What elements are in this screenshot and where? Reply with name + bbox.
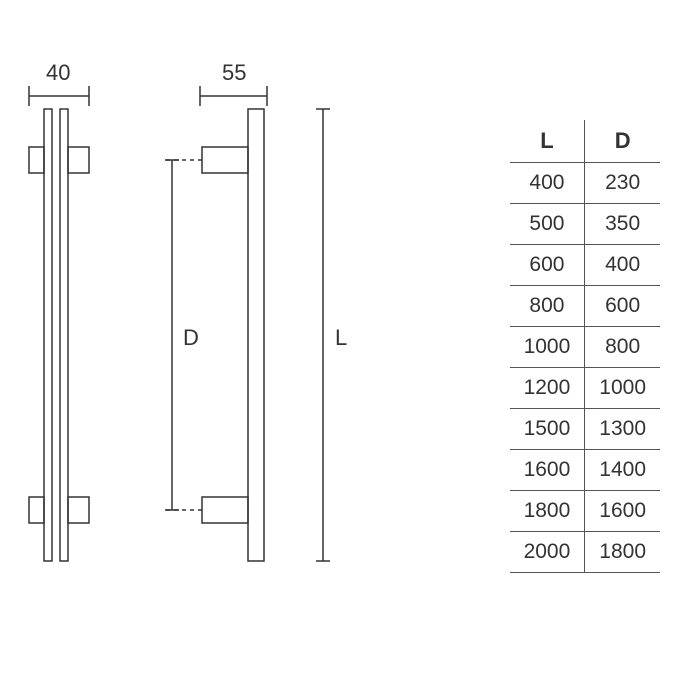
diagram-container: 40 55 D L L D 40023050035060040080060010… [0,0,700,700]
col-header-D: D [585,120,660,163]
table-cell: 1300 [585,409,660,450]
table-cell: 1800 [585,532,660,573]
table-cell: 400 [585,245,660,286]
table-cell: 1600 [585,491,660,532]
table-cell: 1400 [585,450,660,491]
table-cell: 1600 [510,450,585,491]
dimension-table-wrap: L D 400230500350600400800600100080012001… [510,120,660,573]
table-cell: 2000 [510,532,585,573]
table-cell: 230 [585,163,660,204]
table-cell: 1500 [510,409,585,450]
table-cell: 500 [510,204,585,245]
table-row: 15001300 [510,409,660,450]
table-cell: 1800 [510,491,585,532]
outer-dim-label: L [335,325,347,351]
table-cell: 800 [510,286,585,327]
inner-dim-label: D [183,325,199,351]
table-row: 18001600 [510,491,660,532]
table-cell: 800 [585,327,660,368]
table-row: 20001800 [510,532,660,573]
table-cell: 350 [585,204,660,245]
col-header-L: L [510,120,585,163]
table-row: 400230 [510,163,660,204]
table-cell: 1200 [510,368,585,409]
dimension-table: L D 400230500350600400800600100080012001… [510,120,660,573]
table-row: 500350 [510,204,660,245]
table-row: 1000800 [510,327,660,368]
table-cell: 600 [510,245,585,286]
table-cell: 1000 [585,368,660,409]
table-header-row: L D [510,120,660,163]
table-row: 600400 [510,245,660,286]
front-width-label: 40 [46,60,70,86]
table-row: 800600 [510,286,660,327]
table-cell: 1000 [510,327,585,368]
side-width-label: 55 [222,60,246,86]
table-row: 12001000 [510,368,660,409]
table-row: 16001400 [510,450,660,491]
table-cell: 600 [585,286,660,327]
table-cell: 400 [510,163,585,204]
